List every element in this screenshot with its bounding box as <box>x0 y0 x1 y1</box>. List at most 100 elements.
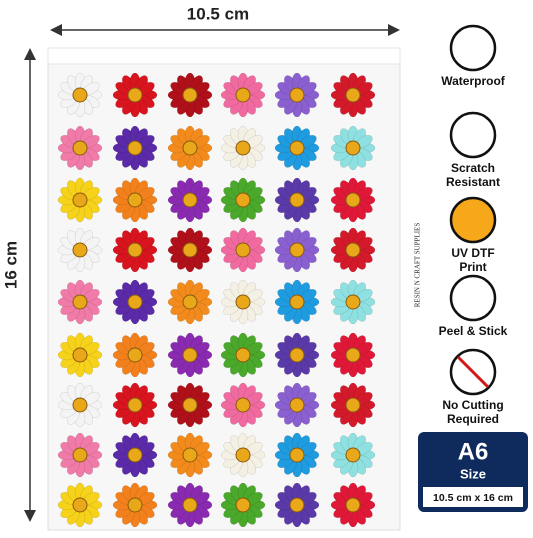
flower <box>220 332 266 378</box>
flower-center <box>345 192 361 208</box>
badge-label: Size <box>460 466 486 481</box>
flower-center <box>235 87 251 103</box>
flower <box>330 482 376 528</box>
flower-center <box>127 140 143 156</box>
flower <box>57 332 103 378</box>
flower <box>274 72 320 118</box>
flower-center <box>182 497 198 513</box>
flower <box>330 227 376 273</box>
flower <box>167 125 213 171</box>
flower-center <box>345 140 361 156</box>
flower-center <box>235 294 251 310</box>
flower <box>167 482 213 528</box>
flower-center <box>72 294 88 310</box>
flower <box>112 72 158 118</box>
flower <box>274 332 320 378</box>
flower <box>167 72 213 118</box>
feature-label: Waterproof <box>441 74 506 88</box>
flower <box>57 382 103 428</box>
flower-center <box>235 242 251 258</box>
flower-center <box>235 497 251 513</box>
feature-label: Required <box>447 412 499 426</box>
flower-center <box>345 347 361 363</box>
flower <box>330 72 376 118</box>
flower-center <box>182 397 198 413</box>
flower <box>167 382 213 428</box>
flower <box>220 482 266 528</box>
flower <box>274 177 320 223</box>
flower-center <box>127 347 143 363</box>
flower-center <box>289 397 305 413</box>
flower <box>167 279 213 325</box>
width-label: 10.5 cm <box>187 4 249 23</box>
flower <box>220 279 266 325</box>
flower <box>57 125 103 171</box>
height-label: 16 cm <box>1 241 20 289</box>
flower <box>274 432 320 478</box>
feature-icon <box>449 196 497 244</box>
flower <box>112 177 158 223</box>
flower <box>330 279 376 325</box>
flower-center <box>289 294 305 310</box>
flower-center <box>289 140 305 156</box>
flower <box>220 432 266 478</box>
flower-center <box>235 347 251 363</box>
feature-icon <box>449 274 497 322</box>
flower-center <box>182 192 198 208</box>
flower-center <box>345 497 361 513</box>
flower <box>330 177 376 223</box>
flower-center <box>235 192 251 208</box>
flower-center <box>182 87 198 103</box>
flower-center <box>127 397 143 413</box>
flower <box>330 432 376 478</box>
flower <box>112 382 158 428</box>
flower <box>274 125 320 171</box>
feature-label: No Cutting <box>442 398 503 412</box>
badge-inner <box>423 487 523 507</box>
flower-center <box>127 192 143 208</box>
flower-center <box>345 397 361 413</box>
flower <box>57 227 103 273</box>
flower-center <box>345 447 361 463</box>
flower <box>57 482 103 528</box>
flower-center <box>72 397 88 413</box>
badge-size: A6 <box>458 438 489 465</box>
flower-center <box>72 497 88 513</box>
flower-center <box>289 242 305 258</box>
flower-center <box>289 192 305 208</box>
flower <box>274 382 320 428</box>
flower-center <box>235 397 251 413</box>
flower-center <box>127 497 143 513</box>
feature-icon <box>449 111 497 159</box>
flower <box>330 332 376 378</box>
feature-icon <box>449 24 497 72</box>
flower <box>57 432 103 478</box>
brand-logo: RESIN N CRAFT SUPPLIES <box>414 223 422 308</box>
flower <box>112 279 158 325</box>
flower-center <box>289 497 305 513</box>
flower-center <box>72 347 88 363</box>
flower-center <box>289 87 305 103</box>
flower-grid <box>57 72 376 528</box>
flower-center <box>345 242 361 258</box>
feature-label: Scratch <box>451 161 495 175</box>
flower <box>274 482 320 528</box>
no-sign <box>456 355 490 389</box>
flower-center <box>72 192 88 208</box>
flower-center <box>345 294 361 310</box>
flower <box>167 332 213 378</box>
flower <box>220 382 266 428</box>
flower <box>112 432 158 478</box>
flower <box>220 227 266 273</box>
flower-center <box>127 87 143 103</box>
feature-label: Resistant <box>446 175 500 189</box>
flower-center <box>182 140 198 156</box>
flower <box>57 177 103 223</box>
flower <box>112 125 158 171</box>
flower-center <box>289 447 305 463</box>
flower-center <box>127 447 143 463</box>
flower-center <box>182 447 198 463</box>
badge-dimensions: 10.5 cm x 16 cm <box>433 492 513 504</box>
flower-center <box>345 87 361 103</box>
flower <box>220 177 266 223</box>
